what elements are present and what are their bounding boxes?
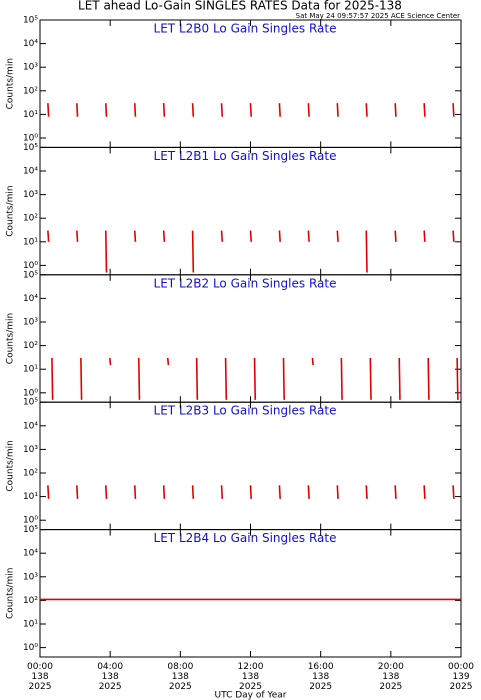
y-tick-label: 10⁰ — [23, 261, 38, 271]
y-tick-label: 10¹ — [23, 620, 38, 630]
y-tick-label: 10⁴ — [23, 421, 38, 431]
y-tick-label: 10⁵ — [23, 525, 38, 535]
x-tick-label: 12:00 138 2025 — [238, 662, 264, 692]
x-tick-label: 00:00 139 2025 — [448, 662, 474, 692]
chart-title: LET ahead Lo-Gain SINGLES RATES Data for… — [78, 0, 402, 13]
y-tick-label: 10⁰ — [23, 388, 38, 398]
y-tick-label: 10⁵ — [23, 270, 38, 280]
y-tick-label: 10² — [23, 86, 38, 96]
y-axis-label: Counts/min — [6, 313, 16, 364]
panel-title: LET L2B4 Lo Gain Singles Rate — [154, 531, 337, 545]
y-tick-label: 10¹ — [23, 110, 38, 120]
x-tick-label: 04:00 138 2025 — [97, 662, 123, 692]
y-axis-label: Counts/min — [6, 58, 16, 109]
y-tick-label: 10¹ — [23, 237, 38, 247]
data-line — [51, 357, 459, 400]
x-axis-label: UTC Day of Year — [215, 691, 287, 700]
y-tick-label: 10¹ — [23, 492, 38, 502]
panel-title: LET L2B0 Lo Gain Singles Rate — [154, 22, 337, 36]
y-tick-label: 10⁴ — [23, 294, 38, 304]
y-axis-label: Counts/min — [6, 440, 16, 491]
x-tick-label: 08:00 138 2025 — [167, 662, 193, 692]
y-tick-label: 10⁰ — [23, 643, 38, 653]
y-tick-label: 10⁵ — [23, 143, 38, 153]
data-line — [47, 230, 455, 273]
y-tick-label: 10² — [23, 214, 38, 224]
y-tick-label: 10⁴ — [23, 549, 38, 559]
y-tick-label: 10⁴ — [23, 167, 38, 177]
y-tick-label: 10³ — [23, 445, 38, 455]
y-tick-label: 10⁰ — [23, 516, 38, 526]
y-tick-label: 10¹ — [23, 365, 38, 375]
y-tick-label: 10⁵ — [23, 16, 38, 26]
y-tick-label: 10² — [23, 341, 38, 351]
y-tick-label: 10² — [23, 469, 38, 479]
y-tick-label: 10⁰ — [23, 134, 38, 144]
x-tick-label: 20:00 138 2025 — [378, 662, 404, 692]
y-tick-label: 10⁴ — [23, 39, 38, 49]
panel-title: LET L2B2 Lo Gain Singles Rate — [154, 276, 337, 290]
chart-subtitle: Sat May 24 09:57:57 2025 ACE Science Cen… — [296, 12, 460, 20]
y-axis-label: Counts/min — [6, 568, 16, 619]
data-line — [47, 103, 455, 117]
y-tick-label: 10³ — [23, 63, 38, 73]
panel-title: LET L2B1 Lo Gain Singles Rate — [154, 149, 337, 163]
y-tick-label: 10² — [23, 596, 38, 606]
panel-title: LET L2B3 Lo Gain Singles Rate — [154, 404, 337, 418]
x-tick-label: 16:00 138 2025 — [308, 662, 334, 692]
y-tick-label: 10³ — [23, 190, 38, 200]
y-tick-label: 10³ — [23, 318, 38, 328]
data-line — [47, 485, 455, 499]
y-tick-label: 10⁵ — [23, 398, 38, 408]
x-tick-label: 00:00 138 2025 — [27, 662, 53, 692]
y-axis-label: Counts/min — [6, 185, 16, 236]
y-tick-label: 10³ — [23, 572, 38, 582]
